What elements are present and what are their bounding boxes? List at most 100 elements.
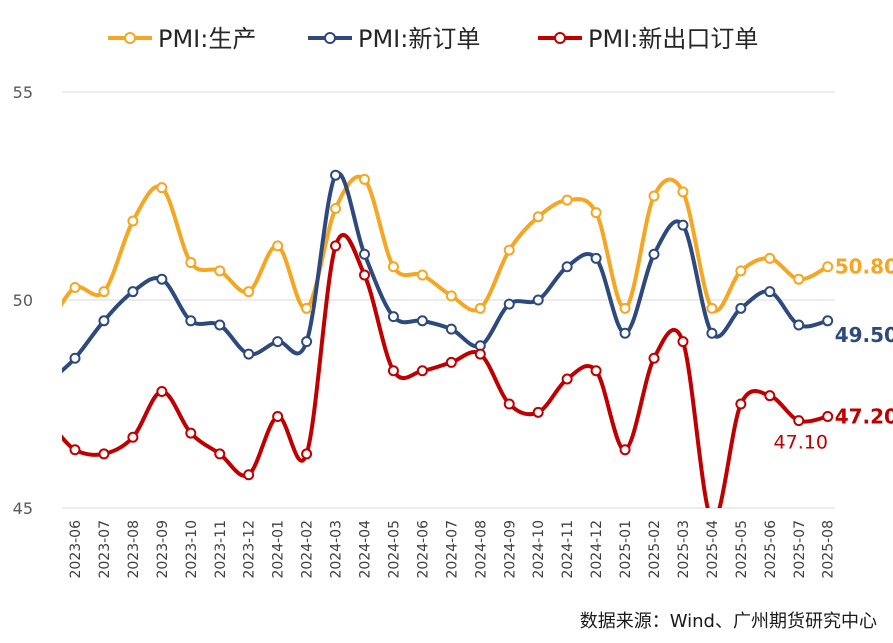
data-point: [359, 269, 370, 281]
legend-marker: [324, 32, 336, 44]
data-point: [677, 186, 689, 198]
data-point: [69, 444, 81, 456]
data-point: [359, 248, 370, 260]
data-point: [619, 302, 631, 314]
data-point: [272, 240, 284, 252]
y-tick-label: 45: [13, 499, 33, 518]
data-point: [272, 336, 284, 348]
x-tick-label: 2024-02: [300, 520, 316, 579]
data-point: [445, 323, 457, 335]
x-tick-label: 2025-01: [618, 520, 634, 579]
x-tick-label: 2025-08: [821, 520, 837, 579]
data-point: [474, 302, 486, 314]
x-tick-label: 2024-08: [473, 520, 489, 579]
data-point: [98, 315, 110, 327]
data-point: [445, 356, 457, 368]
data-point: [214, 319, 226, 331]
data-point: [214, 448, 226, 460]
x-tick-label: 2024-09: [502, 520, 518, 579]
data-point: [98, 286, 110, 298]
data-point: [764, 286, 776, 298]
x-tick-label: 2024-06: [415, 520, 431, 579]
data-point: [243, 469, 255, 481]
data-point: [503, 398, 515, 410]
x-tick-label: 2023-07: [97, 520, 113, 579]
x-tick-label: 2025-06: [763, 520, 779, 579]
data-point: [706, 302, 718, 314]
data-point: [590, 207, 602, 219]
x-tick-label: 2023-09: [155, 520, 171, 579]
data-point: [156, 273, 168, 285]
series-line-1: [62, 174, 830, 313]
source-note: 数据来源：Wind、广州期货研究中心: [579, 611, 877, 632]
y-axis: 45 50 55: [13, 83, 33, 518]
data-point: [156, 182, 168, 194]
data-point: [387, 311, 399, 323]
y-tick-label: 50: [13, 291, 33, 310]
data-point: [706, 327, 718, 339]
x-tick-label: 2024-03: [329, 520, 345, 579]
x-tick-label: 2025-03: [676, 520, 692, 579]
data-point: [416, 315, 428, 327]
data-point: [822, 315, 834, 327]
data-point: [416, 365, 428, 377]
x-tick-label: 2024-01: [271, 520, 287, 579]
y-tick-label: 55: [13, 83, 33, 102]
x-tick-label: 2025-02: [647, 520, 663, 579]
data-point: [69, 282, 81, 294]
data-point: [359, 173, 370, 185]
data-point: [735, 302, 747, 314]
data-point: [764, 252, 776, 264]
data-point: [474, 348, 486, 360]
x-tick-label: 2025-07: [792, 520, 808, 579]
data-point: [416, 269, 428, 281]
series-line-3: [62, 233, 830, 508]
data-point: [619, 444, 631, 456]
legend-marker: [554, 32, 566, 44]
data-point: [503, 244, 515, 256]
data-point: [648, 352, 660, 364]
data-point: [822, 261, 834, 273]
x-tick-label: 2025-05: [734, 520, 750, 579]
data-point: [330, 240, 342, 252]
x-tick-label: 2023-10: [184, 520, 200, 579]
data-point: [532, 406, 544, 418]
data-point: [677, 336, 689, 348]
data-point: [127, 286, 139, 298]
data-point: [445, 290, 457, 302]
x-tick-label: 2024-07: [444, 520, 460, 579]
data-point: [330, 202, 342, 214]
x-tick-label: 2023-08: [126, 520, 142, 579]
data-point: [185, 257, 197, 269]
data-point: [648, 248, 660, 260]
x-tick-label: 2024-10: [531, 520, 547, 579]
data-point: [387, 365, 399, 377]
data-point: [735, 265, 747, 277]
data-point: [301, 336, 313, 348]
data-point: [127, 215, 139, 227]
x-tick-label: 2024-12: [589, 520, 605, 579]
data-point: [156, 386, 168, 398]
data-point: [532, 211, 544, 223]
data-point: [590, 252, 602, 264]
x-tick-label: 2023-11: [213, 520, 229, 579]
data-point: [272, 410, 284, 422]
data-point: [764, 390, 776, 402]
x-tick-label: 2024-04: [358, 520, 374, 579]
data-point: [561, 194, 573, 206]
x-tick-label: 2024-05: [386, 520, 402, 579]
annotation-label: 47.10: [774, 432, 828, 454]
data-point: [301, 302, 313, 314]
x-tick-label: 2023-06: [68, 520, 84, 579]
data-point: [127, 431, 139, 443]
series-points: [69, 169, 834, 481]
data-point: [69, 352, 81, 364]
data-point: [735, 398, 747, 410]
data-point: [243, 348, 255, 360]
data-point: [793, 273, 805, 285]
end-value-label: 47.20: [835, 404, 893, 428]
legend: PMI:生产 PMI:新订单 PMI:新出口订单: [108, 25, 758, 53]
data-point: [561, 373, 573, 385]
data-point: [822, 410, 834, 422]
